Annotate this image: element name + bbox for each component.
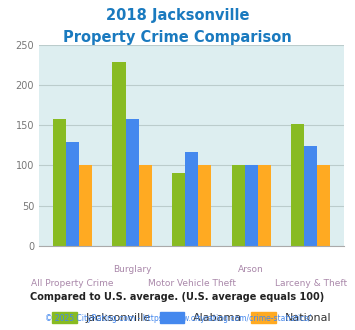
Text: Compared to U.S. average. (U.S. average equals 100): Compared to U.S. average. (U.S. average … <box>31 292 324 302</box>
Bar <box>304 146 317 246</box>
Bar <box>317 165 331 246</box>
Bar <box>53 118 66 246</box>
Bar <box>185 152 198 246</box>
Text: Larceny & Theft: Larceny & Theft <box>275 279 347 288</box>
Bar <box>198 165 211 246</box>
Legend: Jacksonville, Alabama, National: Jacksonville, Alabama, National <box>52 312 331 323</box>
Text: 2018 Jacksonville: 2018 Jacksonville <box>106 8 249 23</box>
Bar <box>126 118 139 246</box>
Bar <box>66 142 79 246</box>
Bar <box>79 165 92 246</box>
Bar <box>139 165 152 246</box>
Text: Burglary: Burglary <box>113 265 151 274</box>
Text: © 2025 CityRating.com - https://www.cityrating.com/crime-statistics/: © 2025 CityRating.com - https://www.city… <box>45 314 310 323</box>
Bar <box>258 165 271 246</box>
Bar <box>245 165 258 246</box>
Text: Property Crime Comparison: Property Crime Comparison <box>63 30 292 45</box>
Bar <box>172 173 185 246</box>
Text: Motor Vehicle Theft: Motor Vehicle Theft <box>148 279 236 288</box>
Bar <box>231 165 245 246</box>
Bar <box>113 62 126 246</box>
Bar <box>291 124 304 246</box>
Text: All Property Crime: All Property Crime <box>31 279 114 288</box>
Text: Arson: Arson <box>239 265 264 274</box>
